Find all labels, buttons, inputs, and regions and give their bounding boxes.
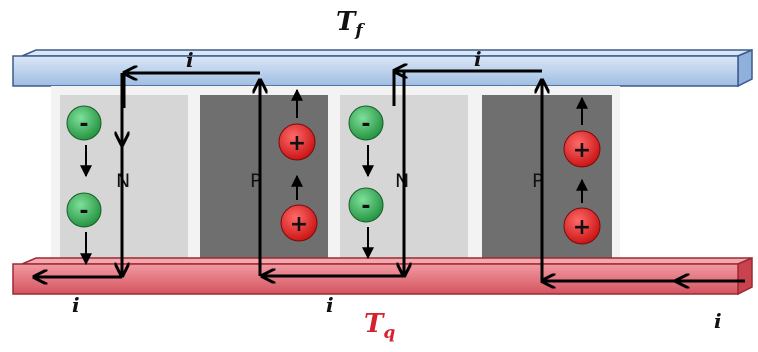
hole-3: + <box>563 130 601 168</box>
hole-4: + <box>563 207 601 245</box>
svg-text:-: - <box>79 199 88 224</box>
svg-text:+: + <box>290 212 308 237</box>
current-path <box>34 71 745 281</box>
current-label-bottom-1: i <box>72 293 80 317</box>
svg-text:+: + <box>288 131 306 156</box>
electron-3: - <box>348 105 384 141</box>
electron-2: - <box>66 192 102 228</box>
current-label-top-1: i <box>186 48 194 72</box>
hot-side-label: Tq <box>364 309 395 343</box>
hole-1: + <box>278 123 316 161</box>
svg-text:+: + <box>573 138 591 163</box>
svg-text:+: + <box>573 215 591 240</box>
electron-1: - <box>66 105 102 141</box>
svg-text:-: - <box>361 112 370 137</box>
hole-2: + <box>280 204 318 242</box>
svg-text:-: - <box>361 194 370 219</box>
n-leg-2-label: N <box>395 170 409 192</box>
current-label-top-2: i <box>474 47 482 71</box>
current-label-bottom-3: i <box>714 309 722 333</box>
p-leg-1-label: P <box>250 170 261 192</box>
svg-text:-: - <box>79 112 88 137</box>
current-label-bottom-2: i <box>326 293 334 317</box>
p-leg-2-label: P <box>532 170 543 192</box>
electron-4: - <box>348 187 384 223</box>
hot-plate <box>12 256 753 296</box>
cold-side-label: Tf <box>336 7 365 41</box>
